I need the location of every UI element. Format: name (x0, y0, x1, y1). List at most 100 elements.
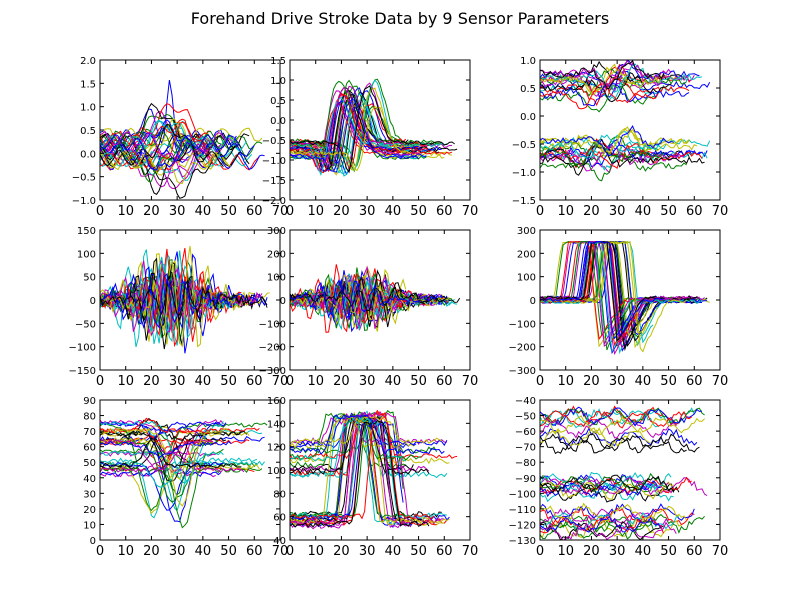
x-tick-label: 0 (96, 204, 104, 219)
x-tick-label: 0 (286, 374, 294, 389)
x-tick-label: 60 (246, 374, 263, 389)
subplot-4: 0 10 20 30 40 50 60 70 −150 −100 −50 0 50 100 150 (69, 226, 289, 389)
series-line (540, 68, 662, 96)
y-tick-label: 2.0 (80, 56, 96, 67)
series-line (540, 150, 687, 182)
x-tick-label: 10 (307, 544, 324, 559)
series-line (290, 419, 430, 528)
y-tick-label: −2.0 (262, 196, 286, 207)
y-tick-label: −80 (515, 458, 536, 469)
y-tick-label: −90 (515, 474, 536, 485)
axes-frame (289, 59, 471, 201)
y-tick-label: 0.0 (270, 116, 286, 127)
y-tick-label: 100 (517, 273, 536, 284)
x-tick-label: 10 (557, 204, 574, 219)
series-line (540, 141, 708, 171)
series-line (540, 511, 680, 531)
series-line (540, 407, 705, 426)
series-line (540, 71, 659, 97)
x-tick-label: 60 (686, 374, 703, 389)
series-line (100, 123, 224, 167)
series-line (290, 86, 404, 165)
y-tick-label: 100 (267, 466, 286, 477)
series-line (100, 278, 268, 316)
y-tick-label: −40 (515, 396, 536, 407)
series-line (100, 417, 216, 434)
axes-frame (539, 59, 721, 201)
subplot-9: 0 10 20 30 40 50 60 70 −130 −120 −110 −100 −90 −80 −70… (509, 396, 729, 559)
y-tick-label: 0.5 (520, 84, 536, 95)
x-tick-label: 10 (557, 544, 574, 559)
x-tick-label: 70 (462, 544, 479, 559)
x-tick-label: 40 (635, 204, 652, 219)
x-tick-label: 30 (359, 204, 376, 219)
x-tick-label: 70 (272, 374, 289, 389)
y-tick-label: 200 (517, 249, 536, 260)
y-tick-label: −50 (75, 319, 96, 330)
x-tick-label: 30 (169, 374, 186, 389)
y-tick-label: −110 (509, 505, 536, 516)
x-tick-label: 40 (195, 544, 212, 559)
series-line (290, 284, 450, 321)
y-tick-label: −100 (259, 319, 286, 330)
series-line (290, 279, 414, 323)
y-tick-label: 0.5 (270, 96, 286, 107)
x-tick-label: 0 (536, 204, 544, 219)
series-line (100, 460, 265, 519)
x-tick-label: 50 (660, 544, 677, 559)
series-line (290, 279, 437, 320)
axes-frame (539, 399, 721, 541)
y-tick-label: 60 (273, 513, 286, 524)
y-tick-label: 200 (267, 249, 286, 260)
y-tick-label: −50 (515, 412, 536, 423)
series-line (100, 457, 258, 488)
y-tick-label: −70 (515, 443, 536, 454)
y-tick-label: 0 (90, 296, 96, 307)
series-line (540, 472, 672, 493)
series-line (100, 143, 242, 195)
y-tick-label: 0.0 (520, 112, 536, 123)
y-tick-label: −200 (259, 343, 286, 354)
x-tick-label: 60 (686, 204, 703, 219)
y-tick-label: −300 (509, 366, 536, 377)
x-tick-label: 40 (635, 544, 652, 559)
series-line (540, 138, 662, 169)
x-tick-label: 10 (307, 204, 324, 219)
y-tick-label: 100 (267, 273, 286, 284)
x-tick-label: 20 (143, 374, 160, 389)
series-line (290, 412, 404, 477)
series-line (540, 406, 703, 427)
y-tick-label: 1.5 (80, 79, 96, 90)
x-tick-label: 50 (410, 204, 427, 219)
x-tick-label: 10 (117, 204, 134, 219)
x-tick-label: 70 (712, 544, 729, 559)
series-line (540, 428, 651, 447)
series-line (540, 405, 682, 426)
series-line (540, 131, 711, 154)
x-tick-label: 70 (272, 204, 289, 219)
y-tick-label: −100 (509, 319, 536, 330)
series-line (540, 433, 700, 453)
x-tick-label: 20 (583, 204, 600, 219)
series-line (100, 119, 214, 152)
y-tick-label: 140 (267, 419, 286, 430)
y-tick-label: −120 (509, 520, 536, 531)
x-tick-label: 10 (557, 374, 574, 389)
series-line (290, 411, 430, 472)
series-line (540, 502, 688, 522)
y-tick-label: −200 (509, 343, 536, 354)
series-line (540, 515, 662, 533)
y-tick-label: −130 (509, 536, 536, 547)
y-tick-label: −300 (259, 366, 286, 377)
x-tick-label: 30 (169, 204, 186, 219)
x-tick-label: 60 (436, 204, 453, 219)
series-line (290, 92, 432, 174)
x-tick-label: 0 (286, 204, 294, 219)
figure-title: Forehand Drive Stroke Data by 9 Sensor P… (191, 9, 609, 28)
y-tick-label: 120 (267, 443, 286, 454)
x-tick-label: 40 (385, 544, 402, 559)
series-line (540, 63, 703, 93)
series-line (100, 274, 263, 317)
